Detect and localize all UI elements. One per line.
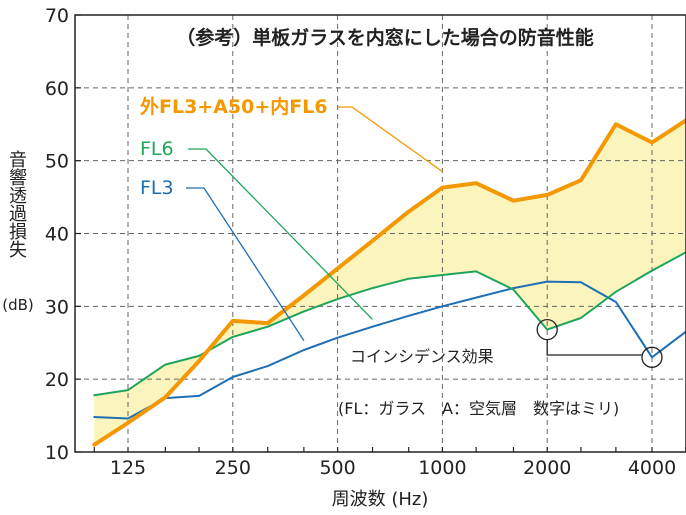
grid-layer <box>75 15 686 452</box>
y-axis-unit: (dB) <box>2 296 34 314</box>
x-axis-label: 周波数 (Hz) <box>332 489 429 510</box>
x-tick-label: 500 <box>319 457 355 479</box>
series-label: FL6 <box>140 138 174 160</box>
series-leader-line <box>338 106 443 173</box>
series-line <box>93 251 686 397</box>
axis-layer: 10 20 30 40 50 60 70 125 250 500 1000 2000 4000 周波数 (… <box>45 5 686 510</box>
label-layer: 外FL3+A50+内FL6 FL6 FL3 （参考）単板ガラスを内窓にした場合の防音性… <box>140 26 594 341</box>
coincidence-circle <box>641 346 663 368</box>
x-tick-label: 125 <box>110 457 146 479</box>
y-tick-label: 30 <box>45 296 69 318</box>
y-tick-label: 40 <box>45 224 69 246</box>
series-leader-line <box>188 148 373 320</box>
series-line <box>93 280 686 420</box>
y-tick-label: 50 <box>45 151 69 173</box>
x-tick-label: 4000 <box>628 457 676 479</box>
series-label: 外FL3+A50+内FL6 <box>140 95 328 118</box>
legend-note: (FL：ガラス A：空気層 数字はミリ) <box>338 399 619 418</box>
x-tick-label: 250 <box>215 457 251 479</box>
y-tick-label: 10 <box>45 442 69 464</box>
y-axis-label: 音響透過損失 <box>6 150 27 258</box>
series-leader-line <box>186 187 305 341</box>
x-tick-label: 2000 <box>523 457 571 479</box>
annotation-layer: コインシデンス効果 (FL：ガラス A：空気層 数字はミリ) <box>338 318 663 418</box>
chart-title: （参考）単板ガラスを内窓にした場合の防音性能 <box>176 26 594 49</box>
series-label: FL3 <box>140 177 174 199</box>
y-tick-label: 60 <box>45 78 69 100</box>
x-tick-label: 1000 <box>418 457 466 479</box>
coincidence-label: コインシデンス効果 <box>350 347 494 366</box>
y-tick-label: 20 <box>45 369 69 391</box>
coincidence-leader-line <box>546 339 642 356</box>
y-tick-label: 70 <box>45 5 69 27</box>
series-layer <box>92 118 686 447</box>
series-line <box>92 118 686 447</box>
